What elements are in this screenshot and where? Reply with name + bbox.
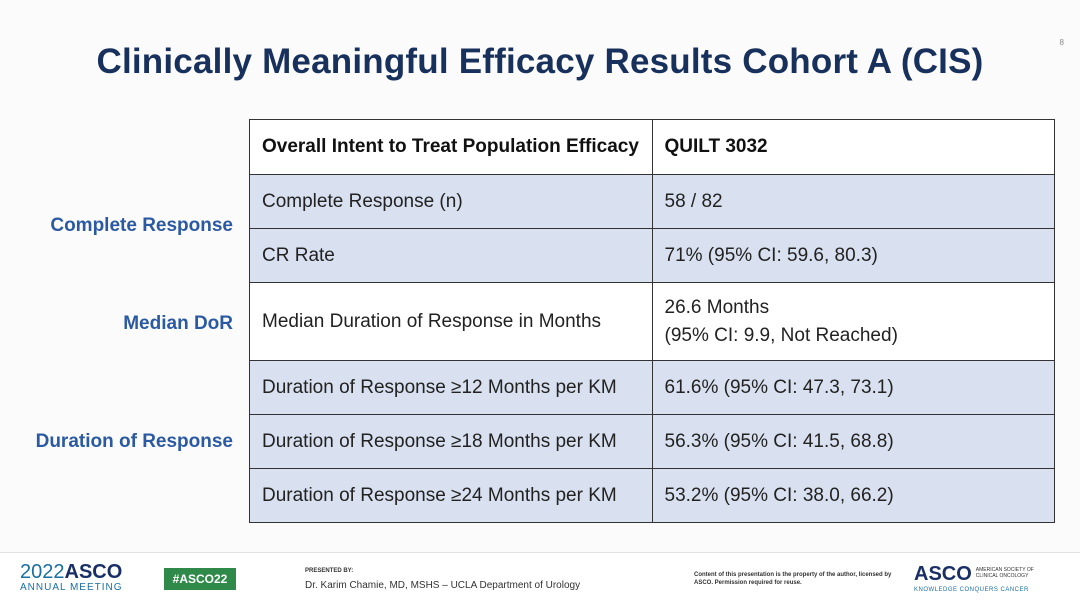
hashtag-badge: #ASCO22 (164, 568, 236, 590)
row-value: 71% (95% CI: 59.6, 80.3) (651, 228, 1055, 283)
slide-title: Clinically Meaningful Efficacy Results C… (96, 42, 984, 81)
society-name: AMERICAN SOCIETY OF CLINICAL ONCOLOGY (975, 567, 1034, 579)
table-row: Duration of Response ≥18 Months per KM 5… (249, 414, 1055, 469)
side-label-complete-response: Complete Response (50, 215, 233, 236)
asco-annual-meeting-logo: 2022ASCO ANNUAL MEETING (20, 561, 123, 593)
table-row: Duration of Response ≥24 Months per KM 5… (249, 468, 1055, 523)
row-label: Duration of Response ≥12 Months per KM (249, 360, 653, 415)
presenter-name: Dr. Karim Chamie, MD, MSHS – UCLA Depart… (305, 580, 581, 591)
side-label-median-dor: Median DoR (123, 313, 233, 334)
table-row: Complete Response (n) 58 / 82 (249, 174, 1055, 229)
asco-society-logo: ASCO AMERICAN SOCIETY OF CLINICAL ONCOLOG… (914, 563, 1056, 593)
side-label-duration-of-response: Duration of Response (35, 431, 233, 452)
table-row: Duration of Response ≥12 Months per KM 6… (249, 360, 1055, 415)
presented-by-label: PRESENTED BY: (305, 568, 354, 574)
table-row: CR Rate 71% (95% CI: 59.6, 80.3) (249, 228, 1055, 283)
table-header-cell: QUILT 3032 (651, 119, 1055, 175)
row-value: 61.6% (95% CI: 47.3, 73.1) (651, 360, 1055, 415)
row-value: 53.2% (95% CI: 38.0, 66.2) (651, 468, 1055, 523)
presented-by: PRESENTED BY: Dr. Karim Chamie, MD, MSHS… (305, 568, 580, 591)
asco-logo-text: ASCO (914, 563, 972, 585)
row-label: Complete Response (n) (249, 174, 653, 229)
row-value-line: 26.6 Months (664, 296, 770, 318)
asco-name: ASCO (64, 561, 123, 583)
row-label: Median Duration of Response in Months (249, 282, 653, 361)
row-label: Duration of Response ≥18 Months per KM (249, 414, 653, 469)
row-value: 58 / 82 (651, 174, 1055, 229)
table-row: Median Duration of Response in Months 26… (249, 282, 1055, 361)
efficacy-table: Overall Intent to Treat Population Effic… (249, 119, 1055, 523)
row-label: Duration of Response ≥24 Months per KM (249, 468, 653, 523)
tagline: KNOWLEDGE CONQUERS CANCER (914, 587, 1029, 593)
asco-subtitle: ANNUAL MEETING (20, 582, 123, 593)
row-value: 56.3% (95% CI: 41.5, 68.8) (651, 414, 1055, 469)
content-note: Content of this presentation is the prop… (694, 572, 892, 586)
row-value: 26.6 Months (95% CI: 9.9, Not Reached) (651, 282, 1055, 361)
asco-year: 2022 (20, 561, 65, 583)
row-label: CR Rate (249, 228, 653, 283)
row-value-line: (95% CI: 9.9, Not Reached) (664, 324, 898, 346)
table-header-cell: Overall Intent to Treat Population Effic… (249, 119, 653, 175)
page-number: 8 (1059, 38, 1064, 47)
table-header-row: Overall Intent to Treat Population Effic… (249, 119, 1055, 175)
